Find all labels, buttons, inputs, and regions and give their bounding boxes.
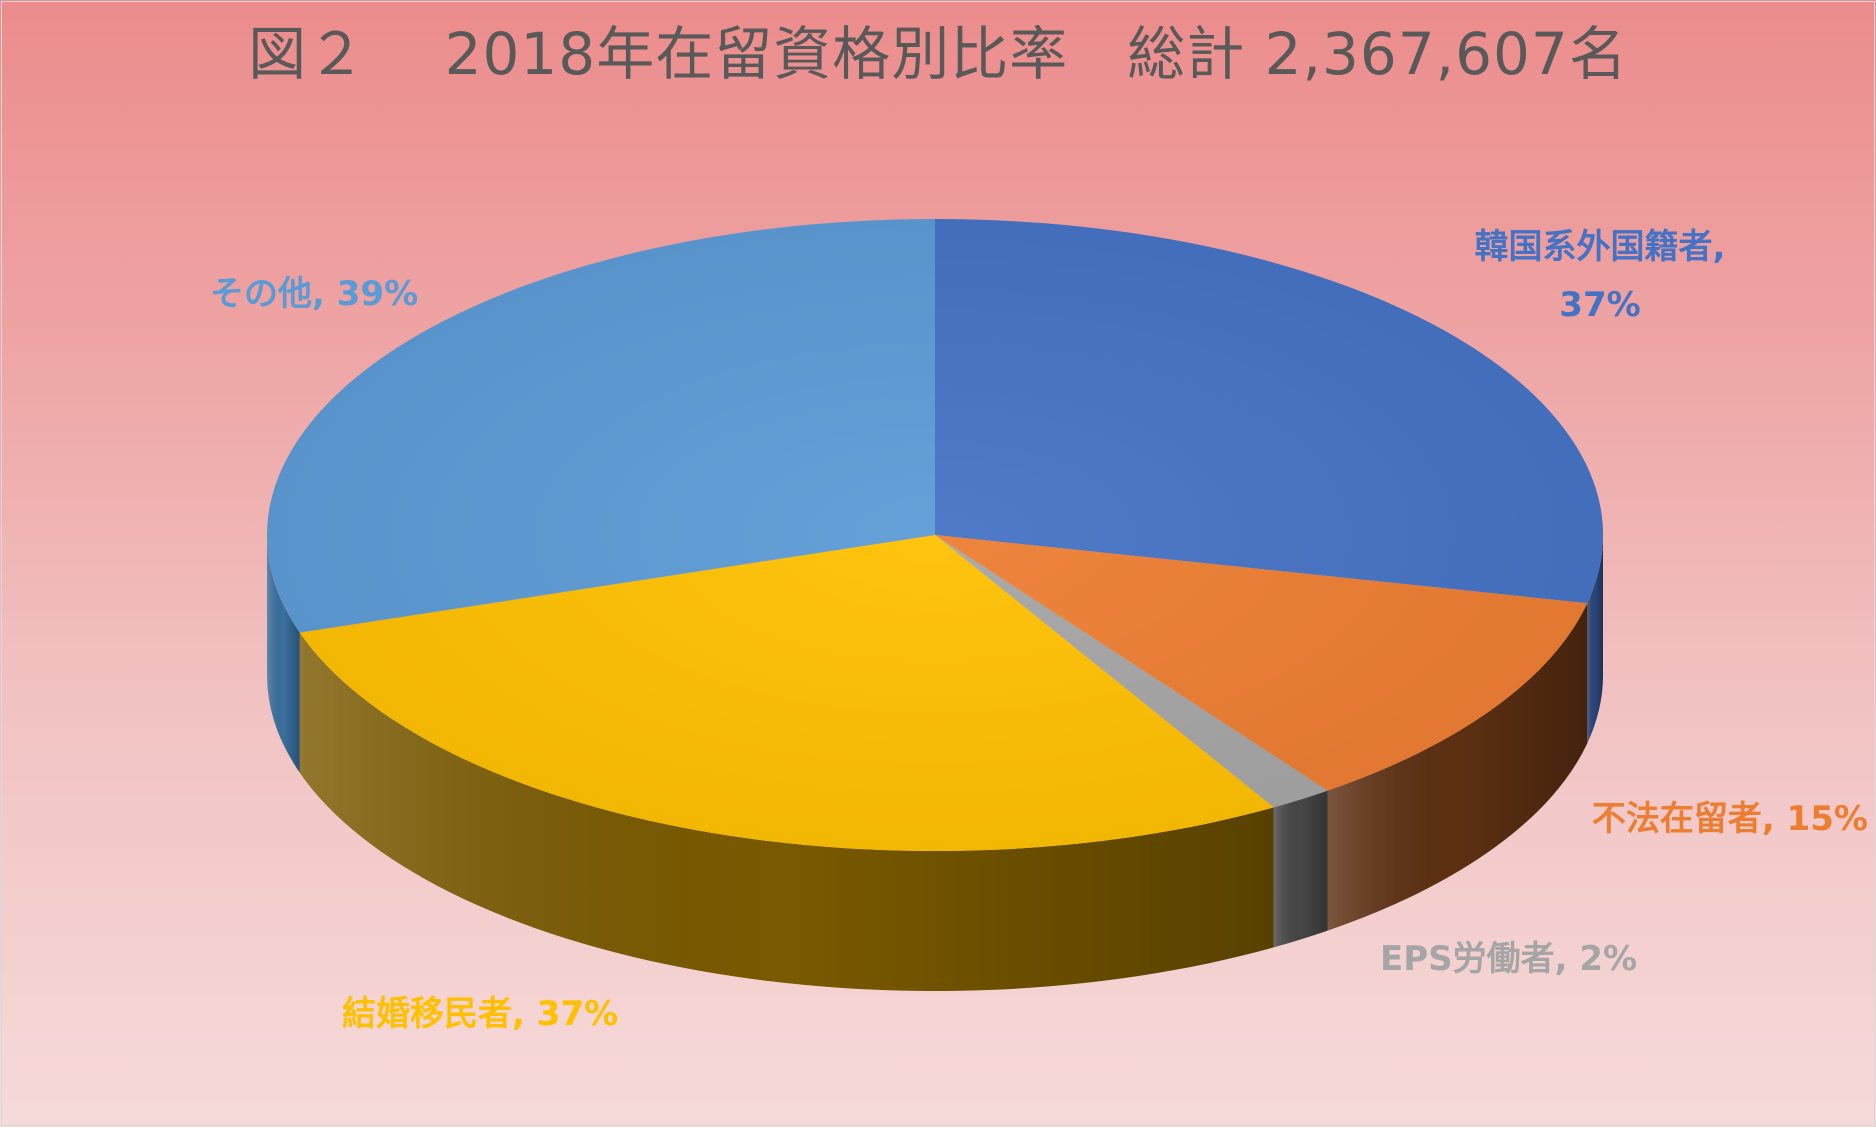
data-label-korean-pct: 37%	[1559, 285, 1641, 325]
data-label-eps: EPS労働者, 2%	[1380, 939, 1638, 979]
pie-sides	[267, 535, 1603, 991]
pie-side-shade-4	[267, 535, 300, 773]
pie-side-shade-1	[1327, 603, 1588, 931]
data-label-marriage: 結婚移民者, 37%	[342, 994, 619, 1034]
pie-side-shade-3	[299, 632, 1274, 991]
data-label-illegal: 不法在留者, 15%	[1591, 799, 1868, 839]
pie-side-shade-0	[1587, 535, 1603, 744]
pie-side-shade-2	[1273, 790, 1328, 948]
data-label-korean: 韓国系外国籍者, 37%	[1380, 218, 1820, 334]
pie-tops	[267, 219, 1604, 851]
pie-top-gloss	[267, 219, 1603, 851]
data-label-korean-name: 韓国系外国籍者,	[1474, 227, 1726, 267]
chart-title: 図２ 2018年在留資格別比率 総計 2,367,607名	[248, 20, 1628, 88]
data-label-other: その他, 39%	[210, 274, 419, 314]
